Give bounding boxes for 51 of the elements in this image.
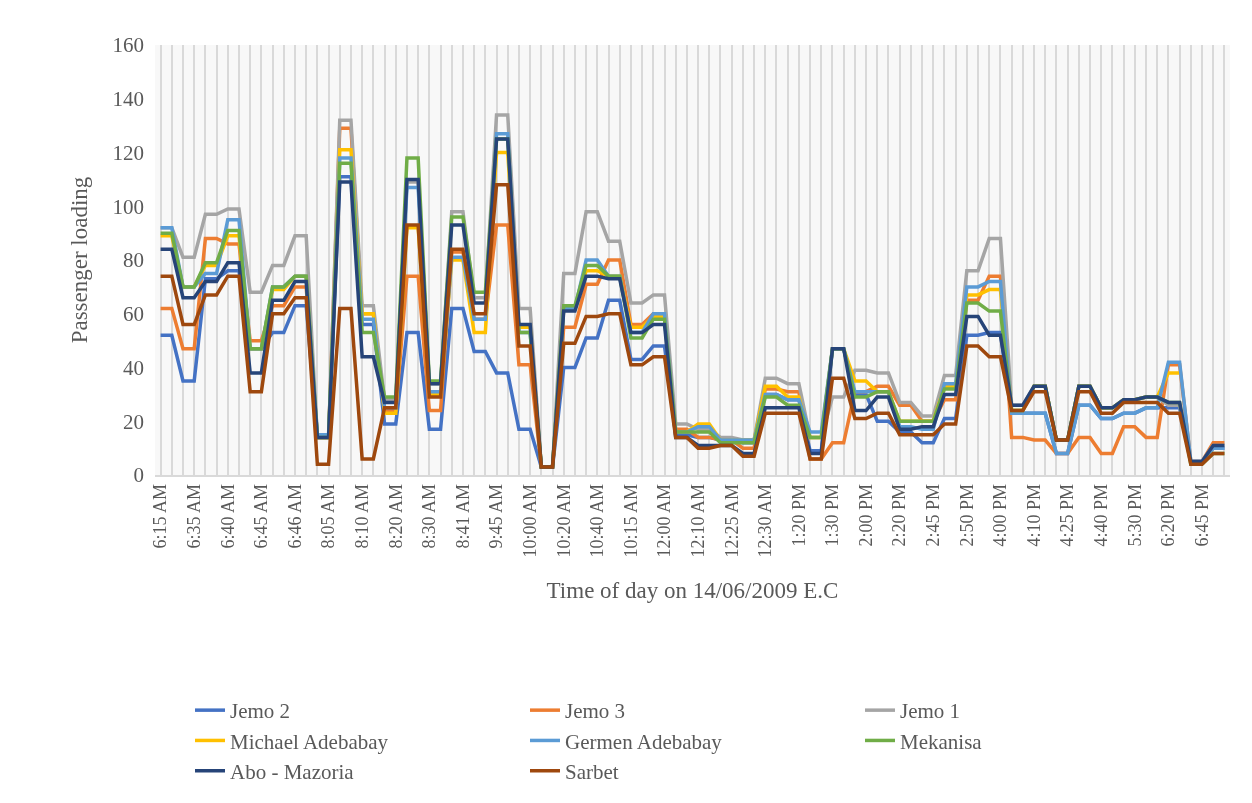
y-tick-label: 140 — [112, 87, 144, 112]
x-tick-label: 9:45 AM — [486, 483, 507, 549]
y-tick-label: 100 — [112, 194, 144, 219]
y-tick-label: 120 — [112, 140, 144, 165]
x-tick-label: 1:20 PM — [788, 483, 809, 547]
legend-label: Sarbet — [565, 759, 619, 784]
x-tick-label: 2:50 PM — [956, 483, 977, 547]
y-tick-label: 80 — [123, 248, 144, 273]
x-tick-label: 6:15 AM — [150, 483, 171, 549]
y-tick-label: 160 — [112, 33, 144, 58]
x-tick-label: 8:20 AM — [385, 483, 406, 549]
x-tick-label: 6:45 PM — [1191, 483, 1212, 547]
x-tick-label: 6:45 AM — [251, 483, 272, 549]
x-tick-label: 8:05 AM — [318, 483, 339, 549]
x-tick-label: 8:41 AM — [452, 483, 473, 549]
x-tick-label: 6:46 AM — [284, 483, 305, 549]
x-tick-label: 2:20 PM — [889, 483, 910, 547]
x-tick-label: 6:40 AM — [217, 483, 238, 549]
x-tick-label: 10:00 AM — [519, 483, 540, 558]
x-tick-label: 8:10 AM — [352, 483, 373, 549]
x-tick-label: 5:30 PM — [1124, 483, 1145, 547]
y-tick-label: 0 — [133, 463, 144, 488]
x-tick-label: 6:35 AM — [184, 483, 205, 549]
legend-label: Germen Adebabay — [565, 729, 723, 754]
x-tick-label: 4:40 PM — [1091, 483, 1112, 547]
x-tick-label: 12:25 AM — [721, 483, 742, 558]
legend-label: Mekanisa — [900, 729, 983, 754]
x-tick-label: 10:15 AM — [620, 483, 641, 558]
x-tick-label: 12:10 AM — [687, 483, 708, 558]
x-tick-label: 8:30 AM — [419, 483, 440, 549]
y-tick-label: 20 — [123, 409, 144, 434]
x-tick-label: 4:25 PM — [1057, 483, 1078, 547]
legend-label: Jemo 3 — [565, 699, 626, 724]
x-tick-label: 12:30 AM — [755, 483, 776, 558]
x-tick-label: 1:30 PM — [822, 483, 843, 547]
x-axis-title: Time of day on 14/06/2009 E.C — [546, 577, 839, 603]
x-tick-label: 10:20 AM — [553, 483, 574, 558]
x-tick-label: 12:00 AM — [654, 483, 675, 558]
y-axis-title: Passenger loading — [66, 176, 92, 344]
x-tick-label: 2:45 PM — [923, 483, 944, 547]
x-tick-label: 6:20 PM — [1158, 483, 1179, 547]
legend-label: Jemo 2 — [230, 699, 291, 724]
legend-label: Jemo 1 — [900, 699, 961, 724]
y-tick-label: 60 — [123, 302, 144, 327]
x-tick-label: 10:40 AM — [587, 483, 608, 558]
x-tick-label: 2:00 PM — [855, 483, 876, 547]
x-tick-label: 4:00 PM — [990, 483, 1011, 547]
x-tick-label: 4:10 PM — [1023, 483, 1044, 547]
y-tick-label: 40 — [123, 355, 144, 380]
legend-label: Abo - Mazoria — [230, 759, 355, 784]
legend-label: Michael Adebabay — [230, 729, 389, 754]
